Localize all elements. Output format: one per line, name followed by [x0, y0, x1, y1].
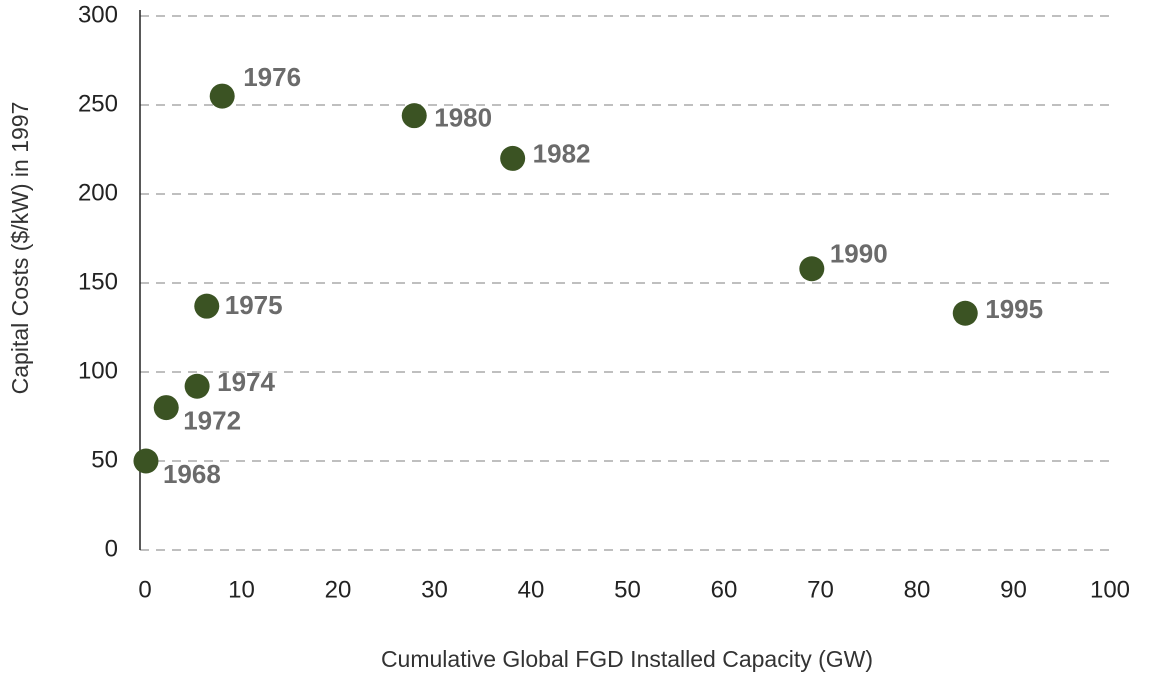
point-label: 1974	[217, 367, 275, 397]
data-point	[500, 145, 526, 171]
data-point	[952, 300, 978, 326]
x-tick-label: 30	[421, 576, 448, 603]
point-label: 1976	[243, 62, 301, 92]
data-point	[194, 293, 220, 319]
point-label: 1990	[830, 239, 888, 269]
data-point	[209, 83, 235, 109]
data-point	[799, 256, 825, 282]
x-tick-label: 70	[807, 576, 834, 603]
x-tick-label: 50	[614, 576, 641, 603]
y-axis-title: Capital Costs ($/kW) in 1997	[7, 102, 33, 395]
y-tick-label: 150	[78, 268, 118, 295]
data-point	[133, 448, 159, 474]
x-tick-label: 100	[1090, 576, 1130, 603]
x-tick-label: 20	[325, 576, 352, 603]
y-tick-label: 100	[78, 357, 118, 384]
y-tick-label: 200	[78, 179, 118, 206]
x-tick-label: 60	[711, 576, 738, 603]
point-label: 1975	[225, 290, 283, 320]
x-tick-label: 40	[518, 576, 545, 603]
y-tick-label: 50	[91, 446, 118, 473]
y-tick-label: 250	[78, 90, 118, 117]
point-label: 1972	[183, 405, 241, 435]
y-tick-label: 300	[78, 1, 118, 28]
x-tick-label: 90	[1000, 576, 1027, 603]
point-label: 1982	[533, 138, 591, 168]
y-tick-label: 0	[105, 535, 118, 562]
data-point	[153, 395, 179, 421]
x-axis-title: Cumulative Global FGD Installed Capacity…	[381, 646, 873, 672]
x-tick-label: 10	[228, 576, 255, 603]
point-label: 1968	[163, 459, 221, 489]
x-tick-label: 80	[904, 576, 931, 603]
x-tick-label: 0	[138, 576, 151, 603]
data-point	[184, 373, 210, 399]
point-label: 1995	[985, 294, 1043, 324]
point-label: 1980	[434, 103, 492, 133]
data-point	[401, 103, 427, 129]
